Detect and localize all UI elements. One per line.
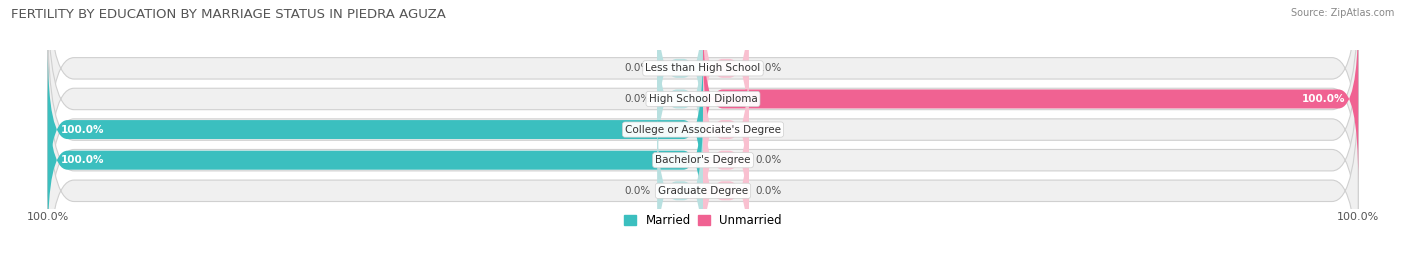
- FancyBboxPatch shape: [48, 79, 1358, 269]
- Legend: Married, Unmarried: Married, Unmarried: [620, 210, 786, 232]
- Text: Less than High School: Less than High School: [645, 63, 761, 73]
- FancyBboxPatch shape: [48, 0, 1358, 211]
- Text: 100.0%: 100.0%: [60, 125, 104, 134]
- FancyBboxPatch shape: [657, 0, 703, 151]
- Text: High School Diploma: High School Diploma: [648, 94, 758, 104]
- FancyBboxPatch shape: [657, 17, 703, 181]
- FancyBboxPatch shape: [48, 0, 1358, 180]
- FancyBboxPatch shape: [703, 0, 749, 151]
- Text: 100.0%: 100.0%: [60, 155, 104, 165]
- Text: 0.0%: 0.0%: [755, 186, 782, 196]
- Text: Source: ZipAtlas.com: Source: ZipAtlas.com: [1291, 8, 1395, 18]
- Text: 0.0%: 0.0%: [755, 125, 782, 134]
- FancyBboxPatch shape: [703, 17, 1358, 181]
- FancyBboxPatch shape: [657, 108, 703, 269]
- Text: College or Associate's Degree: College or Associate's Degree: [626, 125, 780, 134]
- Text: Graduate Degree: Graduate Degree: [658, 186, 748, 196]
- FancyBboxPatch shape: [48, 18, 1358, 241]
- FancyBboxPatch shape: [48, 47, 703, 212]
- Text: 0.0%: 0.0%: [624, 94, 651, 104]
- Text: 100.0%: 100.0%: [1302, 94, 1346, 104]
- FancyBboxPatch shape: [703, 47, 749, 212]
- Text: 0.0%: 0.0%: [755, 63, 782, 73]
- FancyBboxPatch shape: [703, 108, 749, 269]
- FancyBboxPatch shape: [48, 78, 703, 243]
- FancyBboxPatch shape: [48, 48, 1358, 269]
- Text: 0.0%: 0.0%: [755, 155, 782, 165]
- Text: Bachelor's Degree: Bachelor's Degree: [655, 155, 751, 165]
- Text: FERTILITY BY EDUCATION BY MARRIAGE STATUS IN PIEDRA AGUZA: FERTILITY BY EDUCATION BY MARRIAGE STATU…: [11, 8, 446, 21]
- Text: 0.0%: 0.0%: [624, 186, 651, 196]
- Text: 0.0%: 0.0%: [624, 63, 651, 73]
- FancyBboxPatch shape: [703, 78, 749, 243]
